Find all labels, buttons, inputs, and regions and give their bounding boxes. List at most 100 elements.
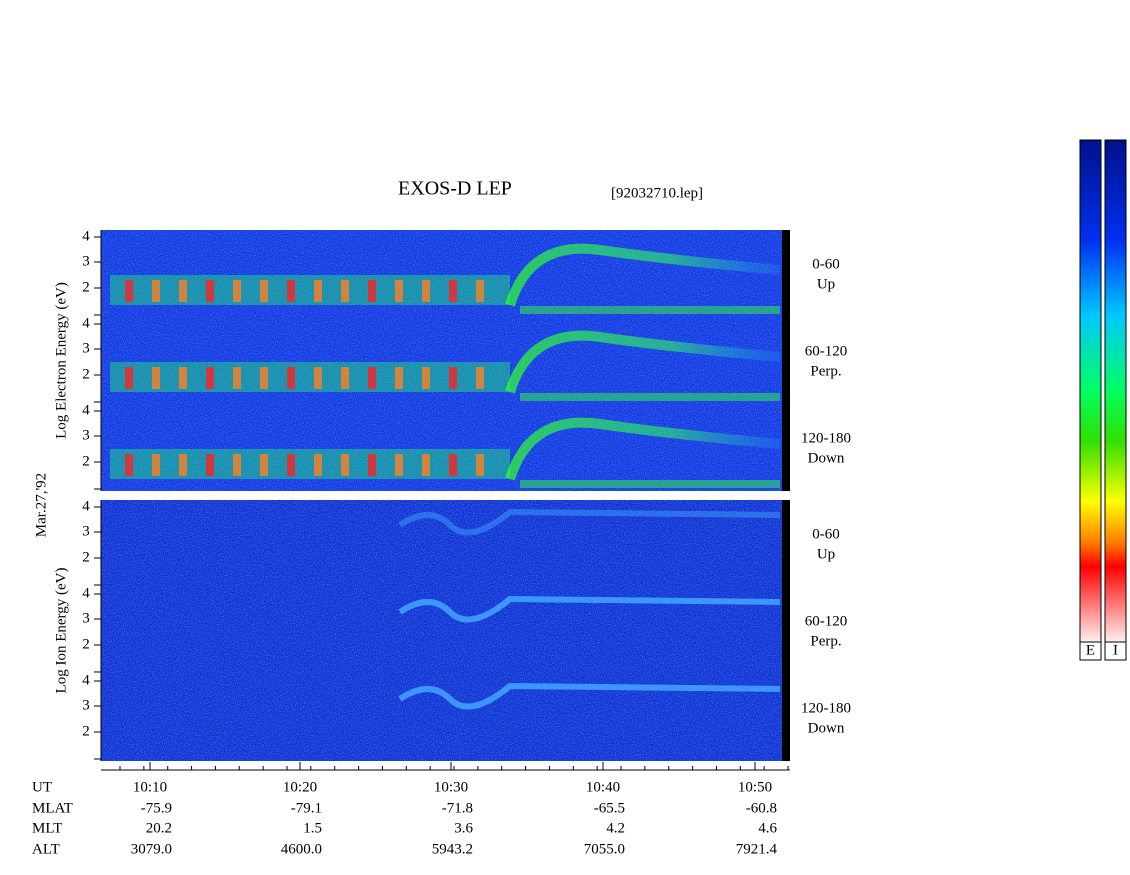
y-tick-label: 3 xyxy=(82,253,90,269)
spectrogram-burst xyxy=(179,454,187,476)
angle-label: 120-180 xyxy=(801,430,851,446)
footer-value: 3079.0 xyxy=(131,841,172,857)
spectrogram-burst xyxy=(476,454,484,476)
angle-label: 60-120 xyxy=(805,613,848,629)
y-tick-label: 2 xyxy=(82,636,90,652)
spectrogram-burst xyxy=(287,454,295,476)
spectrogram-burst xyxy=(125,280,133,302)
panel-edge xyxy=(782,230,790,317)
panel-edge xyxy=(782,500,790,587)
y-axis-label: Log Ion Energy (eV) xyxy=(53,568,69,694)
direction-label: Down xyxy=(808,450,845,466)
x-tick-label: 10:30 xyxy=(434,779,468,795)
spectrogram-arc xyxy=(398,508,781,536)
footer: UT MLAT MLT ALT 10:10 -75.9 20.2 3079.0 10:20 -79… xyxy=(32,762,789,857)
title: EXOS-D LEP xyxy=(398,178,512,200)
spectrogram-burst xyxy=(395,367,403,389)
direction-label: Down xyxy=(808,720,845,736)
spectrogram-burst xyxy=(341,280,349,302)
colorbar-box xyxy=(1104,641,1127,661)
colorbar-label: E xyxy=(1086,642,1095,658)
spectrogram-band xyxy=(110,449,510,479)
footer-value: 4.2 xyxy=(606,820,625,836)
spectrogram-burst xyxy=(125,367,133,389)
footer-value: -75.9 xyxy=(141,800,172,816)
x-tick-label: 10:50 xyxy=(738,779,772,795)
spectrogram-burst xyxy=(206,367,214,389)
spectrogram-burst xyxy=(314,367,322,389)
spectrogram-burst xyxy=(368,454,376,476)
spectrogram-band xyxy=(110,275,510,305)
spectrogram-floor xyxy=(520,306,780,314)
angle-label: 0-60 xyxy=(812,526,840,542)
y-tick-label: 3 xyxy=(82,340,90,356)
y-tick-label: 3 xyxy=(82,427,90,443)
row-label: UT xyxy=(32,779,52,795)
spectrogram-burst xyxy=(449,367,457,389)
spectrogram-burst xyxy=(422,280,430,302)
spectrogram-burst xyxy=(449,280,457,302)
y-tick-label: 2 xyxy=(82,453,90,469)
y-tick-label: 2 xyxy=(82,279,90,295)
spectrogram-burst xyxy=(395,280,403,302)
footer-value: 7921.4 xyxy=(736,841,778,857)
spectrogram-burst xyxy=(152,367,160,389)
y-tick-label: 2 xyxy=(82,366,90,382)
footer-value: 4600.0 xyxy=(281,841,322,857)
spectrogram-arc xyxy=(505,330,781,394)
footer-value: 1.5 xyxy=(303,820,322,836)
spectrogram-burst xyxy=(260,454,268,476)
footer-value: 5943.2 xyxy=(432,841,473,857)
panel-edge xyxy=(782,587,790,674)
panel-edge xyxy=(782,404,790,491)
x-tick-label: 10:10 xyxy=(133,779,167,795)
spectrogram-arc xyxy=(398,595,781,623)
spectrogram-burst xyxy=(206,280,214,302)
y-tick-label: 3 xyxy=(82,523,90,539)
y-tick-label: 4 xyxy=(82,315,90,331)
spectrogram-floor xyxy=(520,393,780,401)
spectrogram-burst xyxy=(233,280,241,302)
spectrogram-burst xyxy=(314,280,322,302)
spectrogram-arc xyxy=(398,682,781,710)
footer-value: 4.6 xyxy=(758,820,777,836)
y-tick-label: 2 xyxy=(82,723,90,739)
footer-value: -60.8 xyxy=(746,800,777,816)
spectrogram-burst xyxy=(260,280,268,302)
file-name: [92032710.lep] xyxy=(611,185,703,201)
date: Mar.27,'92 xyxy=(33,473,49,537)
panel-edge xyxy=(782,674,790,761)
y-tick-label: 3 xyxy=(82,697,90,713)
footer-value: 20.2 xyxy=(146,820,172,836)
spectrogram-burst xyxy=(152,454,160,476)
y-tick-label: 4 xyxy=(82,585,90,601)
spectrogram-arc xyxy=(505,417,781,481)
y-tick-label: 4 xyxy=(82,498,90,514)
x-tick-label: 10:20 xyxy=(283,779,317,795)
footer-value: -79.1 xyxy=(291,800,322,816)
spectrogram-burst xyxy=(206,454,214,476)
footer-value: -71.8 xyxy=(442,800,473,816)
y-tick-label: 4 xyxy=(82,672,90,688)
x-tick-label: 10:40 xyxy=(586,779,620,795)
spectrogram-burst xyxy=(314,454,322,476)
spectrogram-burst xyxy=(233,454,241,476)
spectrogram-burst xyxy=(152,280,160,302)
spectrogram-arc xyxy=(505,243,781,307)
spectrogram-band xyxy=(110,362,510,392)
direction-label: Up xyxy=(817,546,835,562)
spectrogram-burst xyxy=(287,280,295,302)
panel-edge xyxy=(782,317,790,404)
spectrogram-burst xyxy=(395,454,403,476)
footer-value: 7055.0 xyxy=(584,841,625,857)
angle-label: 60-120 xyxy=(805,343,848,359)
spectrogram-burst xyxy=(233,367,241,389)
spectrogram-burst xyxy=(422,454,430,476)
y-tick-label: 2 xyxy=(82,549,90,565)
spectrogram-burst xyxy=(368,280,376,302)
colorbar-label: I xyxy=(1113,642,1118,658)
spectrogram-floor xyxy=(520,480,780,488)
y-tick-label: 3 xyxy=(82,610,90,626)
y-tick-label: 4 xyxy=(82,228,90,244)
